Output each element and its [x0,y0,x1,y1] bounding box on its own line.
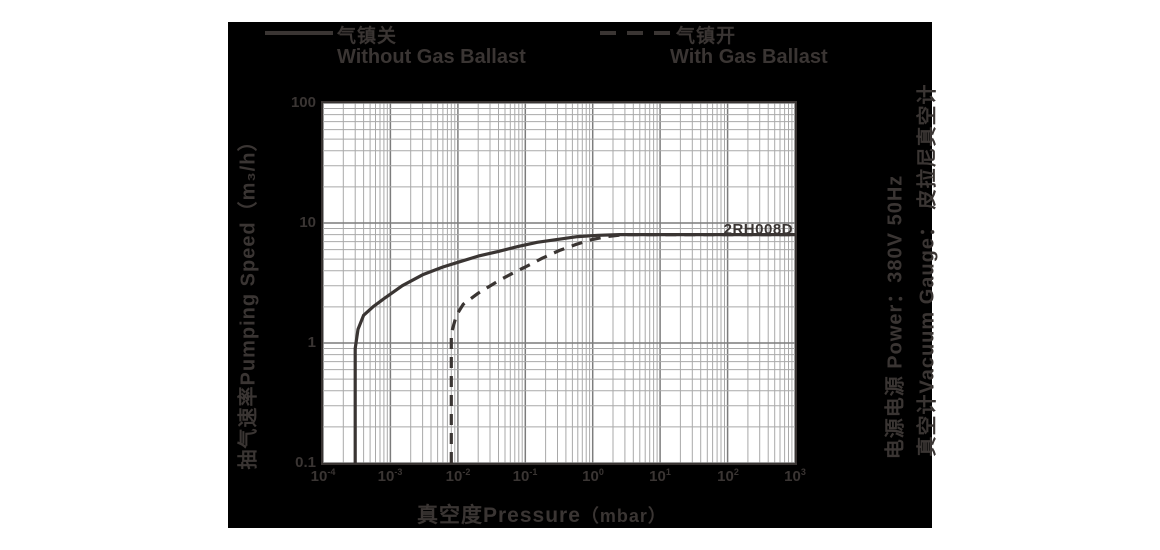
x-tick-label: 101 [649,467,671,486]
plot-svg [323,103,795,463]
legend-without-label-zh: 气镇关 [337,26,398,47]
y-tick-label: 0.1 [295,454,316,471]
x-tick-label: 10-3 [377,467,403,486]
y-tick-label: 1 [307,334,316,351]
legend-solid-line-sample [265,31,333,35]
x-tick-label: 102 [717,467,739,486]
x-tick-label: 103 [784,467,806,486]
y-tick-label: 10 [299,214,316,231]
x-tick-label: 10-2 [445,467,471,486]
x-tick-label: 10-1 [512,467,538,486]
chart-panel: 气镇关 Without Gas Ballast 气镇开 With Gas Bal… [228,22,932,528]
legend-without-label-en: Without Gas Ballast [337,46,526,68]
curve-without-gas-ballast [353,233,795,463]
legend-with-label-en: With Gas Ballast [670,46,828,68]
x-axis-title: 真空度Pressure（mbar） [417,499,667,529]
legend-with-label-zh: 气镇开 [676,26,737,47]
vacuum-gauge-note: 真空计Vacuum Gauge： 皮拉尼真空计 [916,83,939,457]
x-axis-title-text: 真空度Pressure [417,504,581,527]
x-axis-unit: （mbar） [580,506,667,526]
x-tick-label: 10-4 [310,467,336,486]
legend-dashed-line-sample [600,31,670,35]
power-note: 电源电源 Power：380V 50Hz [884,174,907,460]
y-tick-label: 100 [290,94,316,111]
model-annotation: 2RH008D [723,221,793,238]
plot-area: 2RH008D [321,101,797,465]
x-tick-label: 100 [582,467,604,486]
curve-with-gas-ballast [449,233,795,463]
y-axis-title: 抽气速率Pumping Speed（m₃/h） [237,130,260,470]
